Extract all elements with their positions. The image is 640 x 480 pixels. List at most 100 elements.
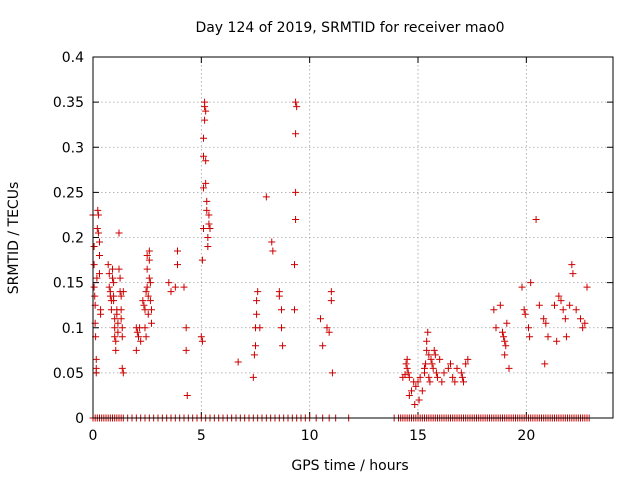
data-point (327, 288, 335, 296)
data-point (317, 315, 324, 323)
data-point (117, 315, 125, 323)
x-tick-label: 0 (89, 428, 98, 444)
data-point (432, 369, 440, 377)
data-point (118, 333, 126, 341)
data-point (319, 342, 327, 350)
data-point (145, 247, 153, 255)
data-point (402, 360, 410, 368)
data-point (174, 247, 181, 255)
data-point (269, 247, 277, 255)
data-point (501, 351, 509, 359)
data-point (428, 360, 436, 368)
data-point (204, 234, 212, 241)
data-point (143, 252, 151, 260)
grid (93, 57, 613, 418)
data-point (114, 328, 122, 336)
data-point (581, 319, 589, 327)
data-point (553, 337, 561, 345)
data-point (423, 337, 431, 345)
data-point (93, 274, 101, 282)
data-point (525, 324, 532, 332)
data-point (140, 301, 148, 309)
data-point (292, 188, 300, 196)
data-point (198, 256, 206, 264)
data-point (502, 342, 510, 350)
data-point (532, 215, 540, 223)
data-point (182, 324, 190, 332)
data-point (206, 224, 214, 232)
data-point (205, 220, 213, 228)
data-point (200, 184, 207, 192)
data-point (405, 373, 413, 381)
data-point (429, 364, 437, 372)
data-point (197, 333, 205, 341)
data-point (293, 103, 301, 111)
data-point (171, 283, 179, 291)
data-point (503, 319, 511, 327)
data-point (202, 157, 210, 165)
data-point (451, 378, 459, 386)
data-point (117, 292, 125, 300)
data-point (401, 371, 409, 379)
data-point (527, 279, 535, 287)
data-point (182, 346, 190, 354)
data-point (292, 98, 300, 106)
data-point (114, 319, 122, 327)
data-point (421, 369, 428, 377)
data-point (110, 279, 118, 287)
data-point (444, 364, 452, 372)
data-point (412, 382, 420, 390)
data-point (521, 310, 529, 318)
data-point (453, 364, 461, 372)
data-point (234, 358, 242, 366)
data-point (457, 369, 465, 377)
data-point (132, 346, 140, 354)
data-point (143, 265, 151, 273)
data-point (458, 373, 466, 381)
data-point (499, 328, 506, 336)
data-point (449, 373, 457, 381)
x-axis-label: GPS time / hours (291, 458, 408, 474)
data-point (145, 256, 153, 264)
data-point (142, 288, 150, 296)
data-point (109, 274, 116, 282)
data-point (117, 306, 125, 314)
data-point (111, 324, 119, 332)
data-point (414, 378, 422, 386)
data-point (201, 98, 209, 106)
data-point (423, 346, 431, 354)
data-point (141, 324, 149, 332)
data-point (447, 360, 454, 368)
data-point (204, 243, 212, 251)
data-point (96, 270, 103, 278)
chart-title: Day 124 of 2019, SRMTID for receiver mao… (195, 20, 504, 36)
data-point (110, 297, 118, 305)
data-point (404, 369, 412, 377)
data-point (118, 364, 126, 372)
data-point (431, 351, 439, 359)
data-point (94, 229, 102, 237)
y-tick-label: 0.05 (53, 366, 84, 382)
data-point (111, 315, 119, 323)
data-point (279, 342, 287, 350)
data-point (408, 387, 415, 395)
data-point (579, 324, 587, 332)
data-point (203, 206, 211, 214)
data-point (202, 107, 210, 115)
data-point (143, 283, 151, 291)
data-point (146, 297, 154, 305)
data-point (92, 369, 100, 377)
data-point (411, 400, 419, 408)
data-point (424, 328, 432, 336)
y-tick-label: 0.1 (62, 321, 84, 337)
data-point (112, 346, 120, 354)
data-point (119, 288, 127, 296)
data-point (541, 360, 549, 368)
data-point (583, 283, 591, 291)
data-point (323, 324, 331, 332)
data-point (569, 270, 577, 278)
data-point (520, 306, 528, 314)
data-point (422, 360, 430, 368)
data-point (167, 288, 175, 296)
data-point (93, 224, 101, 232)
